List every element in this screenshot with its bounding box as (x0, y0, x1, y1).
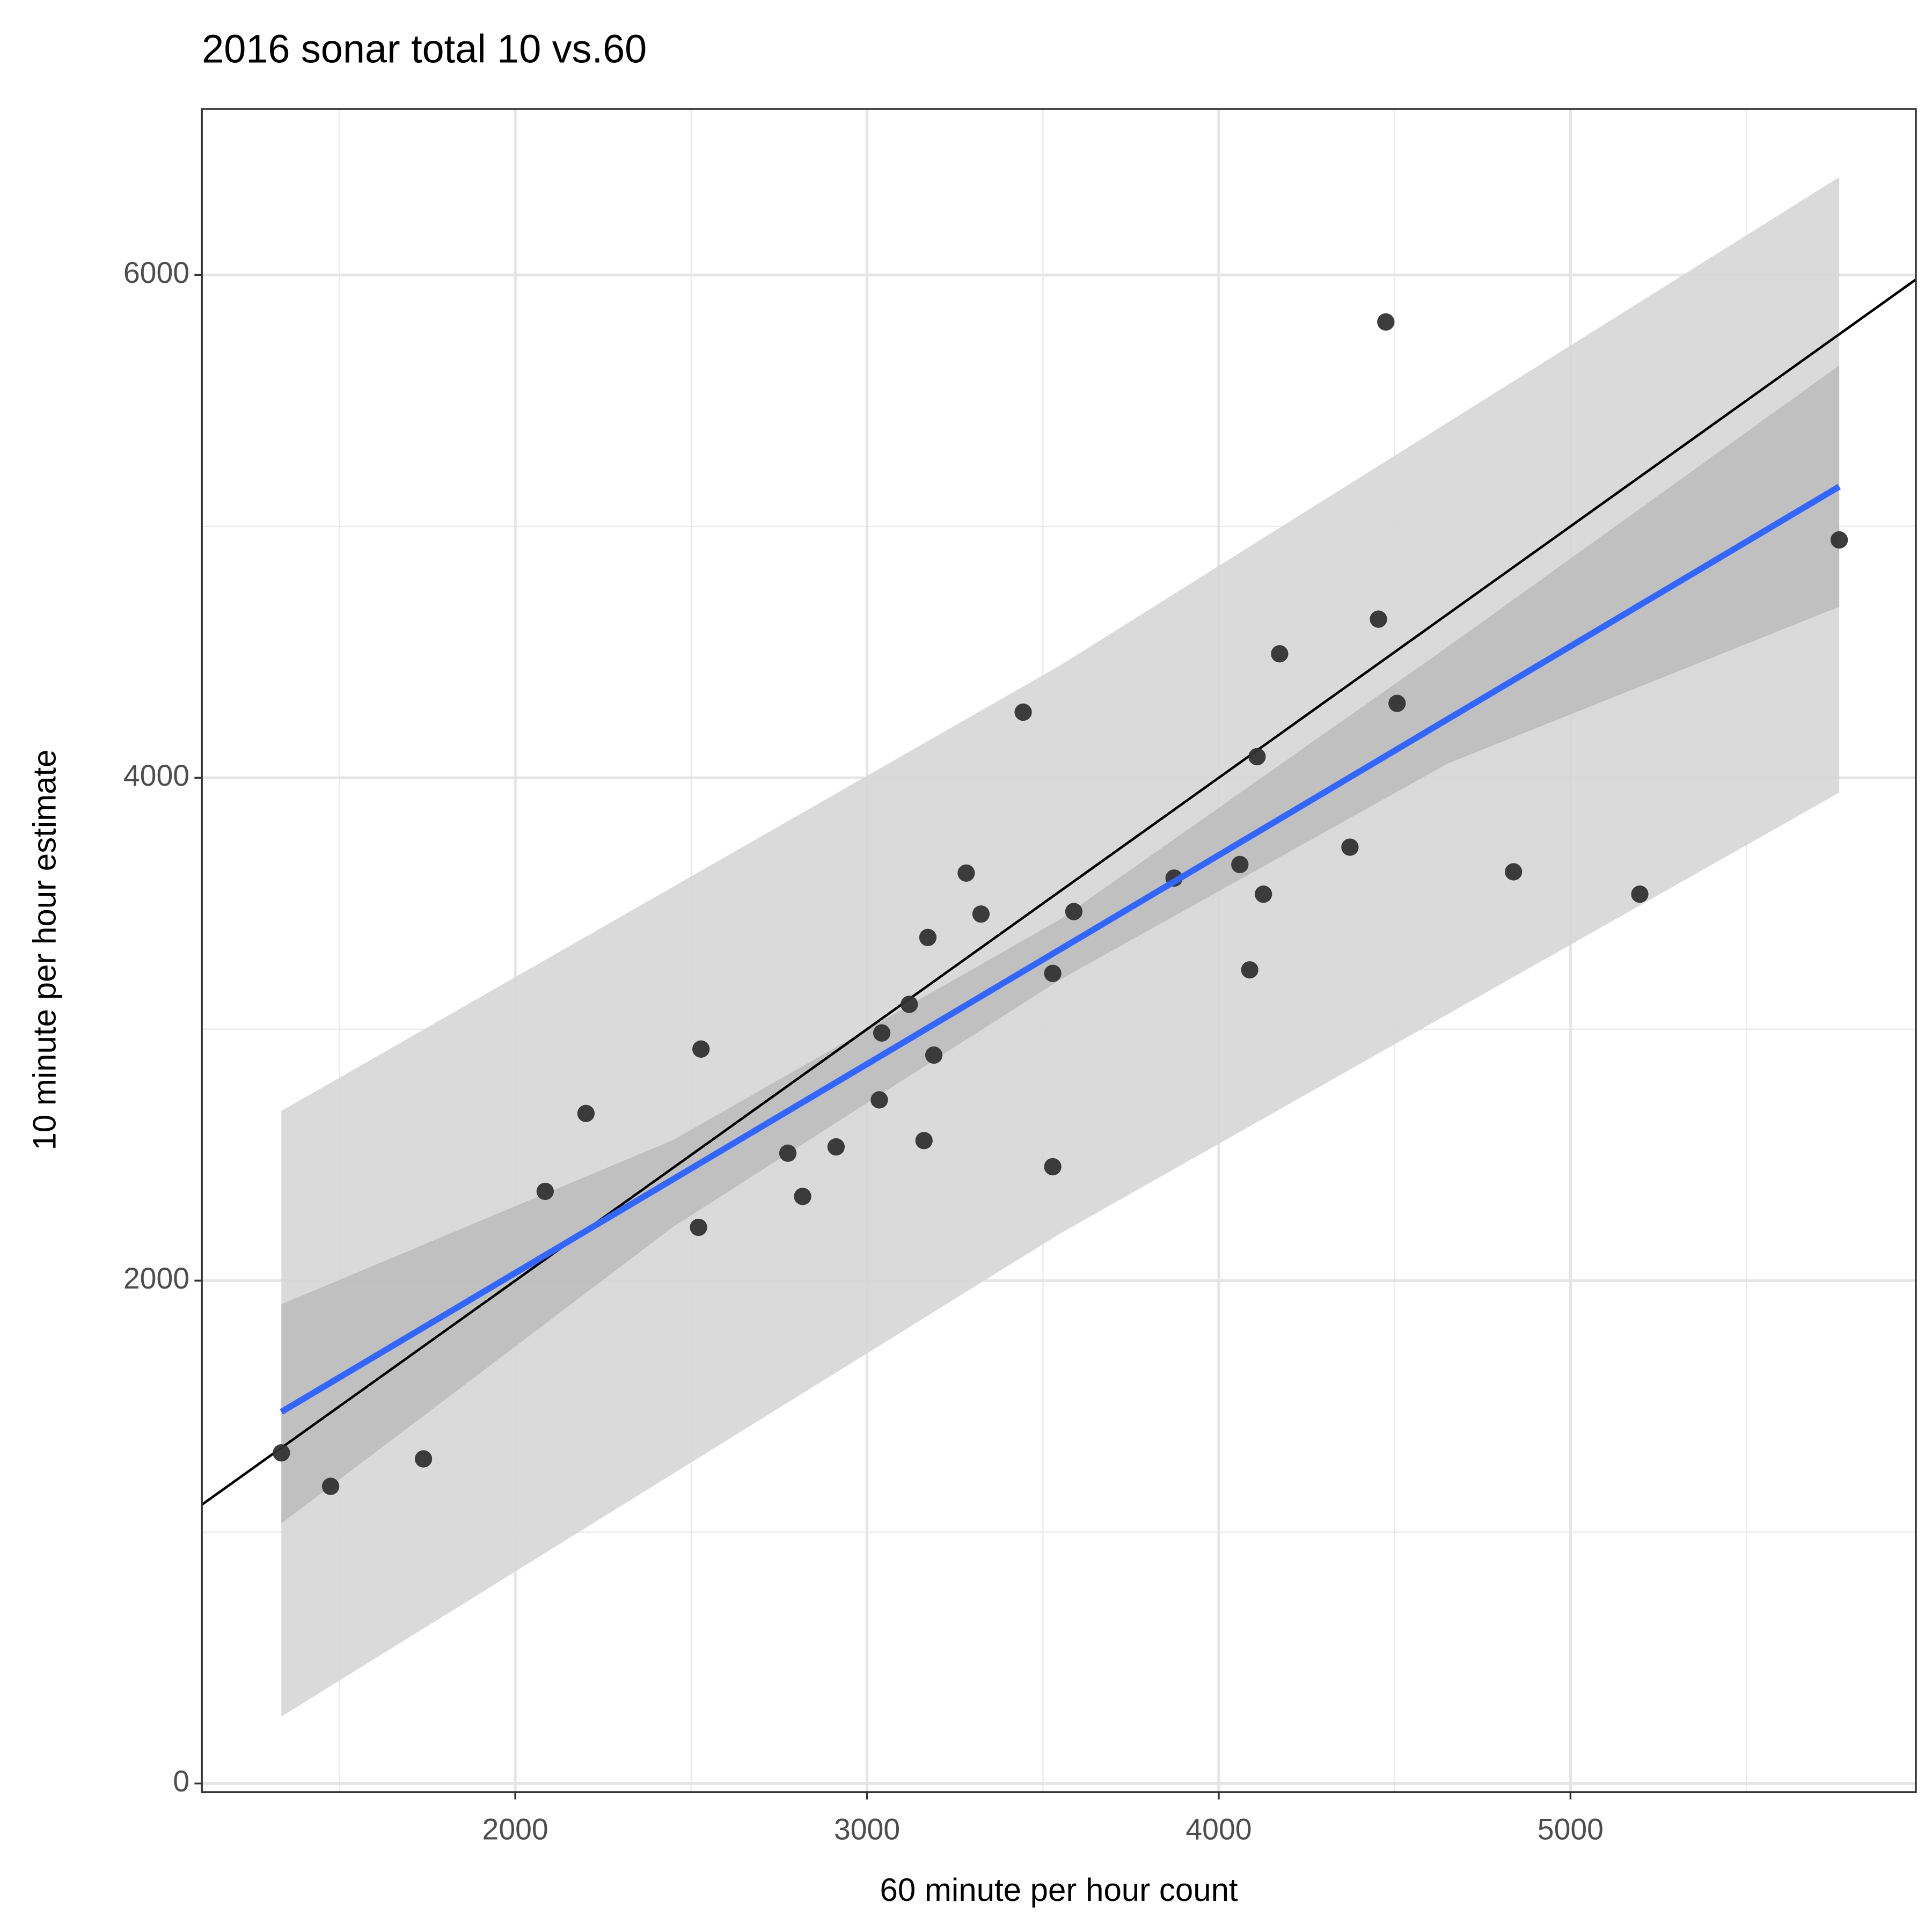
point (779, 1144, 797, 1162)
point (957, 864, 975, 882)
point (873, 1024, 891, 1042)
point (577, 1104, 595, 1122)
point (1388, 694, 1406, 712)
x-tick-label: 2000 (482, 1813, 548, 1846)
reference-line (202, 278, 1916, 1506)
point (273, 1444, 290, 1462)
point (1631, 885, 1649, 903)
x-axis-title: 60 minute per hour count (880, 1872, 1238, 1908)
point (1830, 531, 1848, 549)
point (1044, 964, 1062, 982)
point (972, 905, 990, 923)
point (915, 1132, 933, 1150)
point (919, 928, 937, 946)
point (1377, 313, 1395, 331)
point (1014, 703, 1032, 721)
panel-border (201, 108, 1917, 1793)
point (536, 1182, 554, 1201)
point (1044, 1158, 1062, 1176)
point (1271, 645, 1289, 663)
point (1255, 885, 1272, 903)
point (827, 1138, 845, 1156)
point (1505, 863, 1523, 881)
plot-area (202, 177, 1916, 1717)
y-tick-label: 2000 (123, 1262, 189, 1295)
confidence-band (281, 365, 1840, 1524)
point (321, 1477, 340, 1495)
y-tick-label: 0 (173, 1765, 189, 1798)
point (692, 1040, 710, 1058)
y-tick-label: 4000 (123, 759, 189, 792)
chart-title: 2016 sonar total 10 vs.60 (202, 26, 647, 71)
point (690, 1218, 707, 1236)
y-axis-title: 10 minute per hour estimate (27, 749, 63, 1150)
x-tick-label: 3000 (834, 1813, 900, 1846)
point (901, 996, 918, 1013)
axes: 2000 3000 4000 5000 0 2000 4000 6000 (123, 256, 1604, 1846)
point (1241, 961, 1258, 979)
point (1065, 903, 1083, 920)
x-tick-label: 5000 (1538, 1813, 1604, 1846)
point (1248, 748, 1266, 766)
point (1231, 855, 1249, 874)
point (1370, 610, 1387, 628)
x-tick-label: 4000 (1185, 1813, 1252, 1846)
point (1341, 838, 1359, 856)
y-tick-label: 6000 (123, 256, 189, 289)
point (925, 1046, 943, 1064)
fit-line (280, 484, 1841, 1415)
point (794, 1188, 811, 1205)
point (870, 1091, 888, 1109)
point (414, 1450, 433, 1468)
